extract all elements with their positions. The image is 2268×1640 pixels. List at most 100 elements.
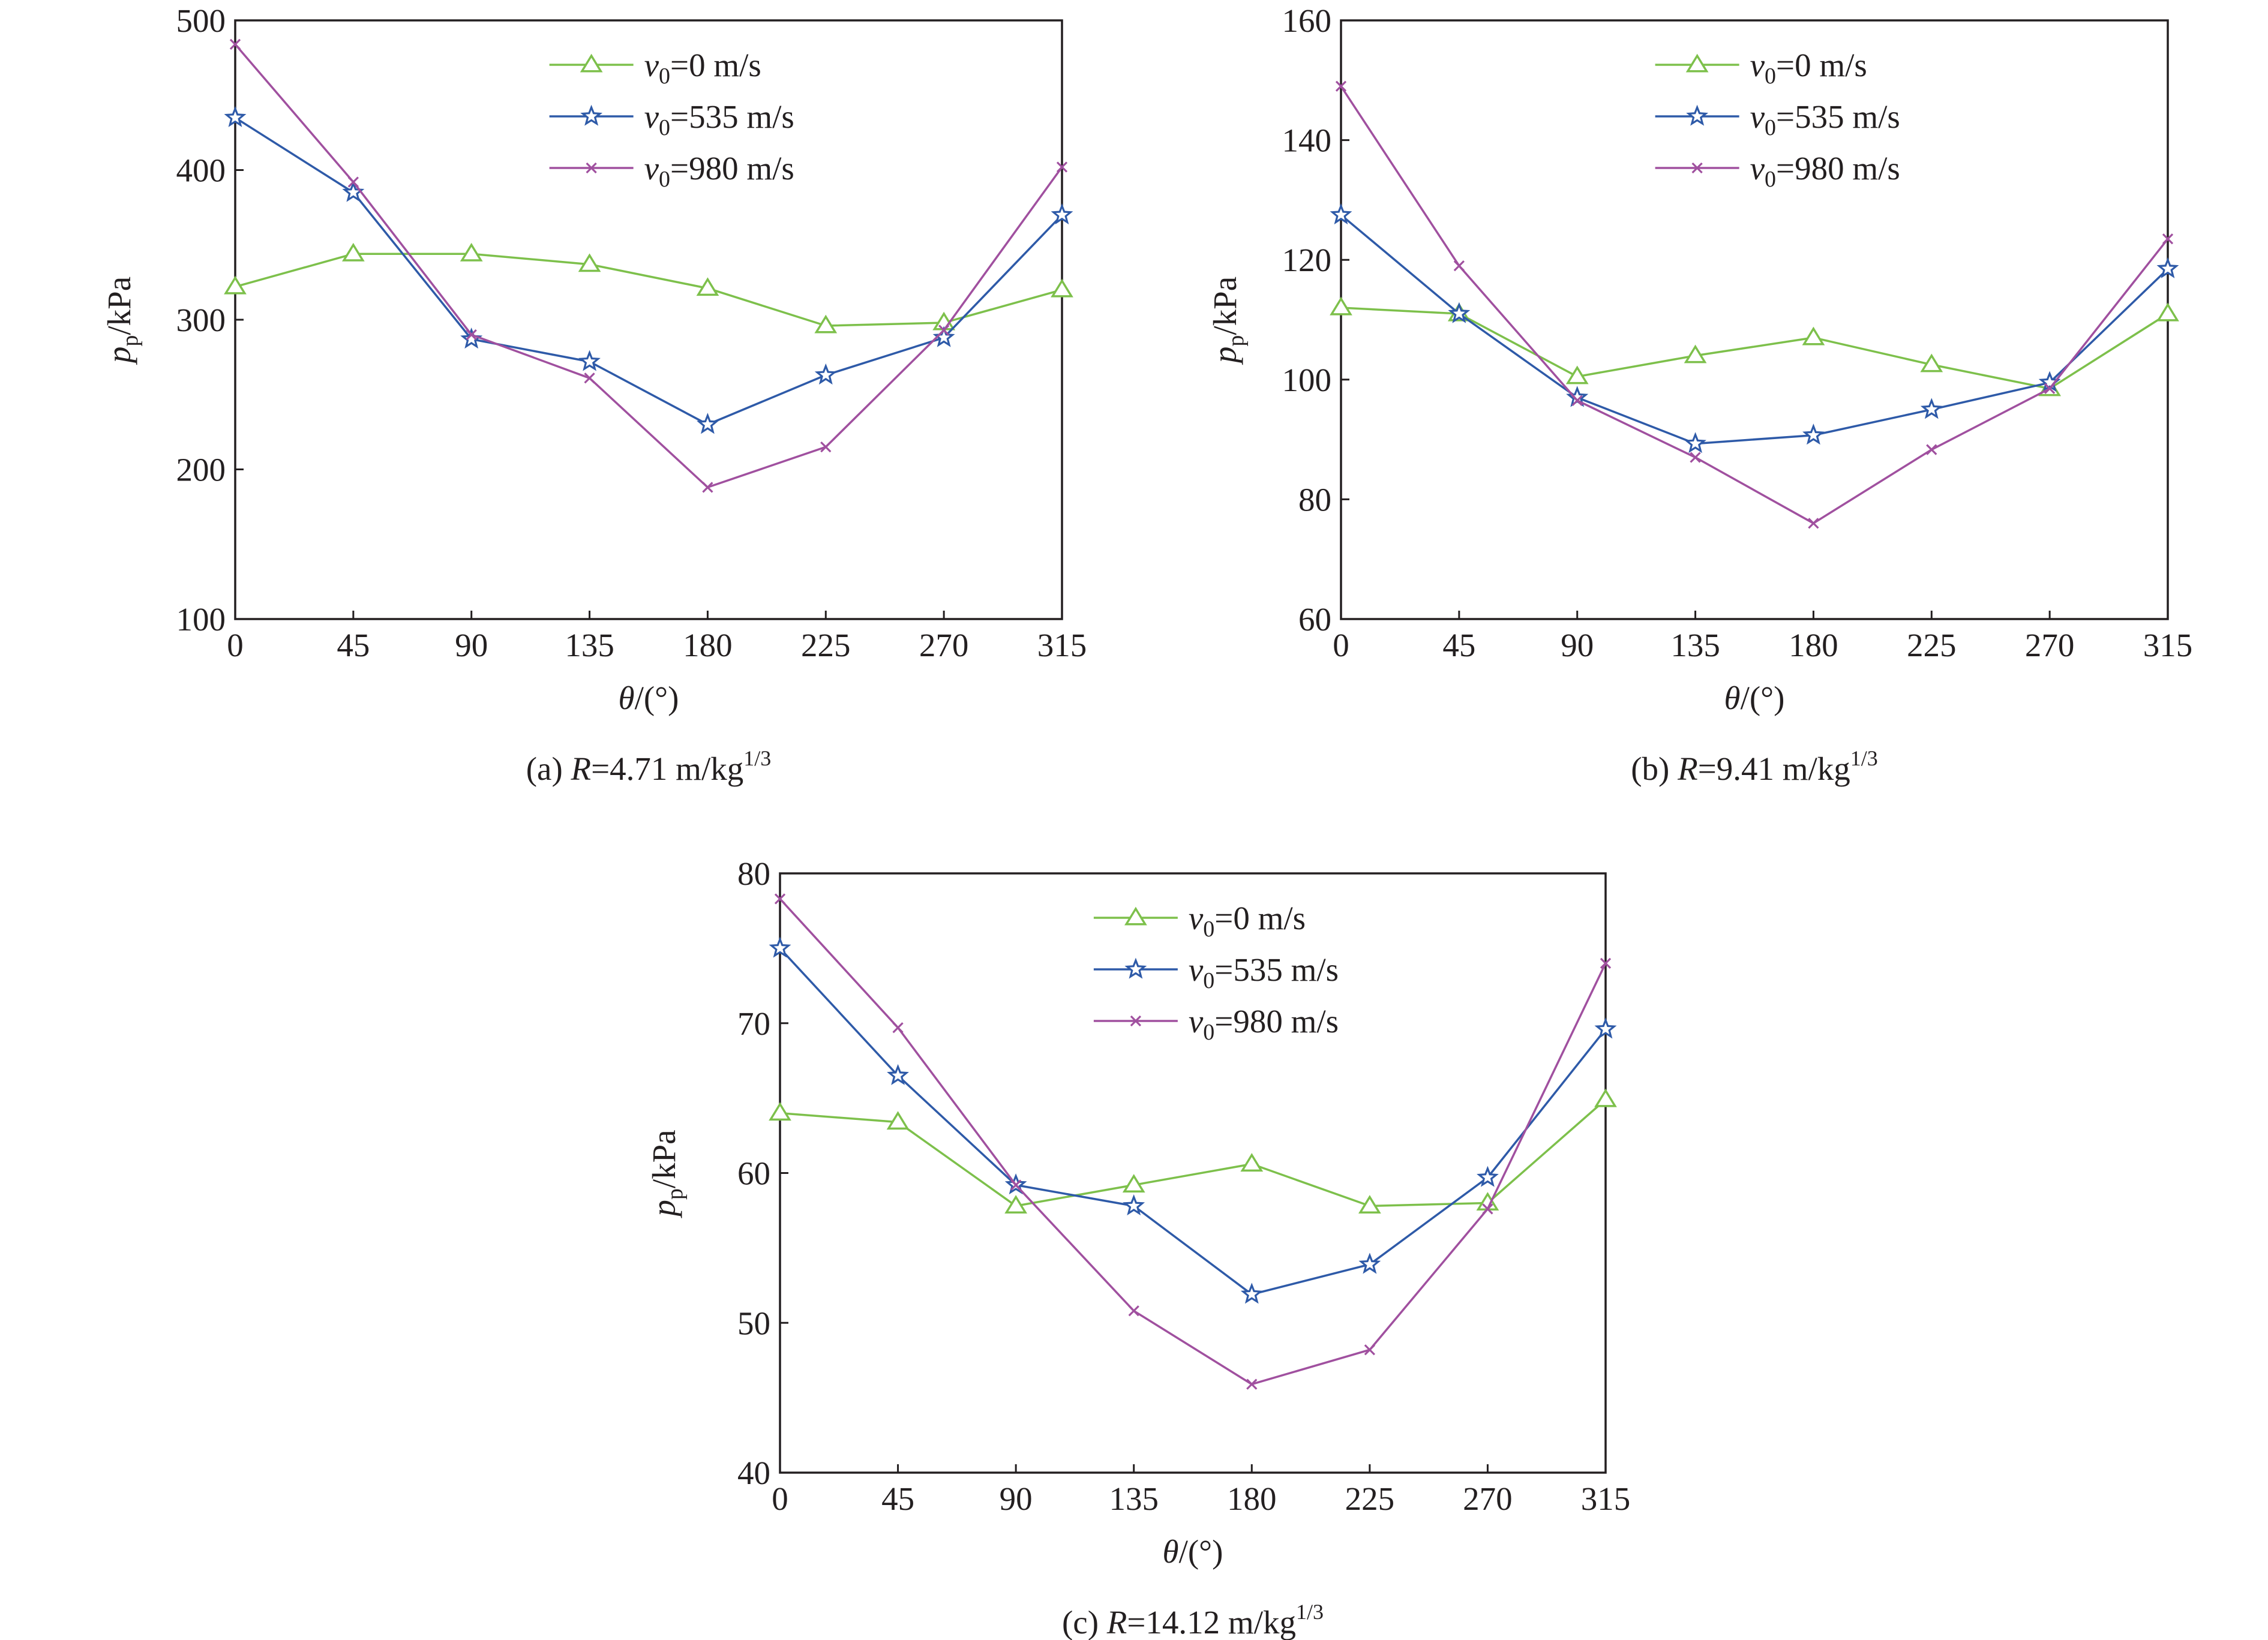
x-tick-label: 45 [337,627,370,663]
data-point [1453,260,1465,272]
data-point [1330,296,1352,316]
panel-caption: (b) R=9.41 m/kg1/3 [1631,746,1878,787]
data-point [814,363,837,385]
data-point [460,242,483,262]
y-tick-label: 70 [737,1005,770,1042]
x-tick-label: 180 [1789,627,1838,663]
legend-item: v0=0 m/s [1655,47,1867,89]
data-point [1051,278,1073,298]
legend-marker [580,53,603,73]
data-point [1358,1252,1381,1274]
x-tick-label: 45 [881,1480,914,1517]
data-point [466,329,477,341]
data-point [1920,398,1943,419]
y-axis-label: pp/kPa [1207,277,1249,365]
data-point [1920,353,1943,373]
y-tick-label: 100 [176,601,226,638]
x-tick-label: 315 [1037,627,1087,663]
y-tick-label: 40 [737,1455,770,1491]
legend-item: v0=980 m/s [1655,150,1900,192]
data-point [578,253,601,272]
data-point [697,413,719,434]
series-line [779,898,1607,1386]
legend-label: v0=0 m/s [1750,47,1867,89]
data-point [1802,326,1825,346]
series-line [779,1098,1607,1208]
data-point [1802,423,1825,445]
y-tick-label: 140 [1282,122,1332,159]
legend-label: v0=535 m/s [1750,98,1900,140]
x-tick-label: 0 [772,1480,788,1517]
data-point [2156,257,2179,278]
data-point [1358,1195,1381,1214]
data-point [1128,1305,1139,1317]
data-point [1926,444,1937,455]
legend-label: v0=980 m/s [1750,150,1900,192]
x-tick-label: 0 [227,627,244,663]
legend-label: v0=980 m/s [644,150,794,192]
x-tick-label: 270 [919,627,969,663]
series-v0-980 [1335,80,2174,529]
data-point [1594,1088,1617,1107]
legend-item: v0=980 m/s [1093,1003,1339,1045]
chart-panel-c: 40 50 60 70 80 0 45 90 135 180 225 270 315 θ/(°) pp/kP… [646,855,1630,1640]
data-point [1010,1179,1022,1191]
legend: v0=0 m/s v0=535 m/s v0=980 m/s [1093,900,1339,1045]
x-tick-label: 225 [1345,1480,1395,1517]
data-point [1240,1153,1264,1172]
data-point [1600,957,1612,969]
data-point [341,242,365,262]
legend-marker [580,104,603,126]
data-point [2044,383,2056,394]
x-tick-label: 90 [1000,1480,1033,1517]
data-point [224,106,247,127]
legend-marker [1130,1015,1142,1027]
data-point [1364,1344,1375,1356]
series-line [234,43,1063,489]
data-point [820,441,832,453]
data-point [702,482,713,493]
legend-label: v0=0 m/s [644,47,761,89]
legend-label: v0=0 m/s [1189,900,1306,942]
legend: v0=0 m/s v0=535 m/s v0=980 m/s [1655,47,1900,192]
series-v0-980 [774,893,1612,1390]
data-point [1051,203,1073,225]
data-point [1690,452,1701,463]
data-point [1684,432,1706,453]
data-point [696,277,719,296]
legend-marker [1685,53,1709,73]
x-axis-label: θ/(°) [1724,680,1785,716]
data-point [1482,1203,1493,1215]
legend-marker [1124,906,1147,926]
y-tick-label: 80 [737,855,770,892]
legend-marker [1691,162,1703,174]
y-tick-label: 60 [737,1155,770,1192]
chart-panel-b: 60 80 100 120 140 160 0 45 90 135 180 225 270 315 θ/(°… [1207,2,2192,787]
data-point [224,275,247,295]
x-tick-label: 270 [2025,627,2075,663]
legend-item: v0=0 m/s [549,47,761,89]
data-point [769,1102,791,1121]
data-point [2156,302,2179,322]
data-point [229,38,241,50]
panel-caption: (a) R=4.71 m/kg1/3 [526,746,772,787]
data-point [1246,1378,1258,1390]
series-line [235,116,1063,426]
x-tick-label: 180 [683,627,733,663]
x-tick-label: 270 [1463,1480,1513,1517]
legend-marker [586,162,597,174]
y-tick-label: 50 [737,1305,770,1341]
chart-panel-a: 100 200 300 400 500 0 45 90 135 180 225 270 315 θ/(°)… [101,2,1087,787]
x-tick-label: 315 [2143,627,2193,663]
series-v0-0 [769,1088,1617,1214]
y-tick-label: 500 [176,2,226,39]
x-tick-label: 0 [1333,627,1349,663]
series-v0-980 [229,38,1068,493]
series-line [1340,85,2169,525]
panel-caption: (c) R=14.12 m/kg1/3 [1062,1600,1324,1640]
y-tick-label: 60 [1298,601,1331,638]
data-point [1477,1166,1499,1187]
x-tick-label: 90 [455,627,488,663]
x-tick-label: 90 [1561,627,1594,663]
